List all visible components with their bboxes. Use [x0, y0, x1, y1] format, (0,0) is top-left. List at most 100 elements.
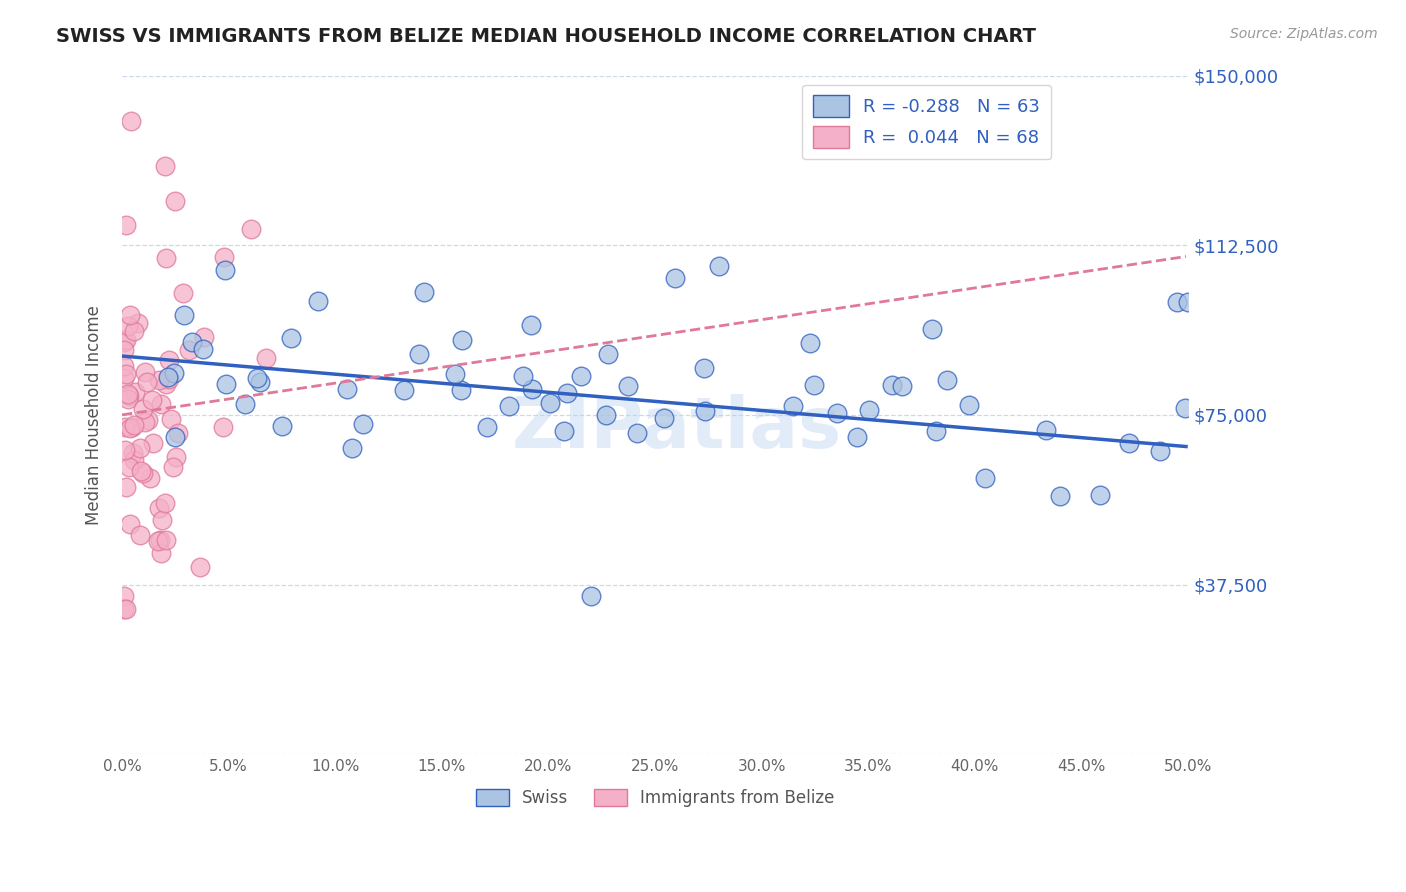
Point	[155, 533, 177, 547]
Point	[128, 528, 150, 542]
Point	[117, 386, 139, 401]
Point	[112, 343, 135, 357]
Point	[595, 408, 617, 422]
Point	[215, 376, 238, 391]
Point	[122, 446, 145, 460]
Point	[1149, 443, 1171, 458]
Point	[157, 352, 180, 367]
Point	[336, 383, 359, 397]
Point	[579, 589, 602, 603]
Legend: Swiss, Immigrants from Belize: Swiss, Immigrants from Belize	[470, 782, 841, 814]
Point	[120, 113, 142, 128]
Point	[157, 372, 180, 386]
Text: Source: ZipAtlas.com: Source: ZipAtlas.com	[1230, 27, 1378, 41]
Point	[408, 347, 430, 361]
Point	[307, 293, 329, 308]
Point	[1177, 294, 1199, 309]
Point	[280, 331, 302, 345]
Point	[122, 324, 145, 338]
Point	[1166, 294, 1188, 309]
Point	[155, 377, 177, 392]
Point	[936, 373, 959, 387]
Point	[270, 418, 292, 433]
Point	[173, 308, 195, 322]
Point	[392, 383, 415, 397]
Y-axis label: Median Household Income: Median Household Income	[86, 305, 103, 524]
Point	[129, 464, 152, 478]
Point	[652, 411, 675, 425]
Point	[172, 285, 194, 300]
Point	[135, 376, 157, 390]
Point	[150, 513, 173, 527]
Point	[519, 318, 541, 332]
Point	[163, 366, 186, 380]
Point	[249, 375, 271, 389]
Point	[167, 426, 190, 441]
Point	[138, 413, 160, 427]
Point	[957, 398, 980, 412]
Point	[477, 420, 499, 434]
Point	[925, 425, 948, 439]
Point	[148, 373, 170, 387]
Point	[162, 459, 184, 474]
Point	[115, 480, 138, 494]
Point	[118, 421, 141, 435]
Point	[498, 399, 520, 413]
Point	[149, 397, 172, 411]
Point	[124, 384, 146, 399]
Point	[254, 351, 277, 365]
Point	[114, 442, 136, 457]
Point	[117, 392, 139, 406]
Point	[973, 471, 995, 485]
Point	[444, 367, 467, 381]
Point	[555, 385, 578, 400]
Point	[827, 406, 849, 420]
Point	[115, 602, 138, 616]
Point	[1173, 401, 1195, 416]
Point	[148, 534, 170, 549]
Point	[165, 430, 187, 444]
Point	[142, 436, 165, 450]
Point	[112, 371, 135, 385]
Point	[153, 159, 176, 173]
Point	[181, 334, 204, 349]
Point	[114, 420, 136, 434]
Point	[191, 342, 214, 356]
Point	[845, 430, 868, 444]
Point	[451, 334, 474, 348]
Point	[233, 397, 256, 411]
Point	[799, 336, 821, 351]
Point	[921, 322, 943, 336]
Point	[118, 516, 141, 531]
Text: SWISS VS IMMIGRANTS FROM BELIZE MEDIAN HOUSEHOLD INCOME CORRELATION CHART: SWISS VS IMMIGRANTS FROM BELIZE MEDIAN H…	[56, 27, 1036, 45]
Point	[450, 384, 472, 398]
Point	[131, 402, 153, 417]
Point	[858, 402, 880, 417]
Point	[122, 453, 145, 467]
Point	[112, 602, 135, 616]
Point	[115, 367, 138, 381]
Point	[538, 396, 561, 410]
Point	[214, 250, 236, 264]
Point	[782, 400, 804, 414]
Point	[880, 377, 903, 392]
Point	[141, 393, 163, 408]
Point	[1035, 423, 1057, 437]
Point	[132, 466, 155, 480]
Point	[112, 359, 135, 373]
Point	[121, 420, 143, 434]
Point	[129, 441, 152, 455]
Point	[598, 347, 620, 361]
Point	[212, 420, 235, 434]
Point	[177, 343, 200, 358]
Point	[117, 319, 139, 334]
Point	[512, 368, 534, 383]
Point	[134, 415, 156, 429]
Point	[157, 370, 180, 384]
Point	[803, 378, 825, 392]
Point	[1118, 436, 1140, 450]
Point	[707, 259, 730, 273]
Point	[159, 412, 181, 426]
Point	[149, 546, 172, 560]
Point	[553, 425, 575, 439]
